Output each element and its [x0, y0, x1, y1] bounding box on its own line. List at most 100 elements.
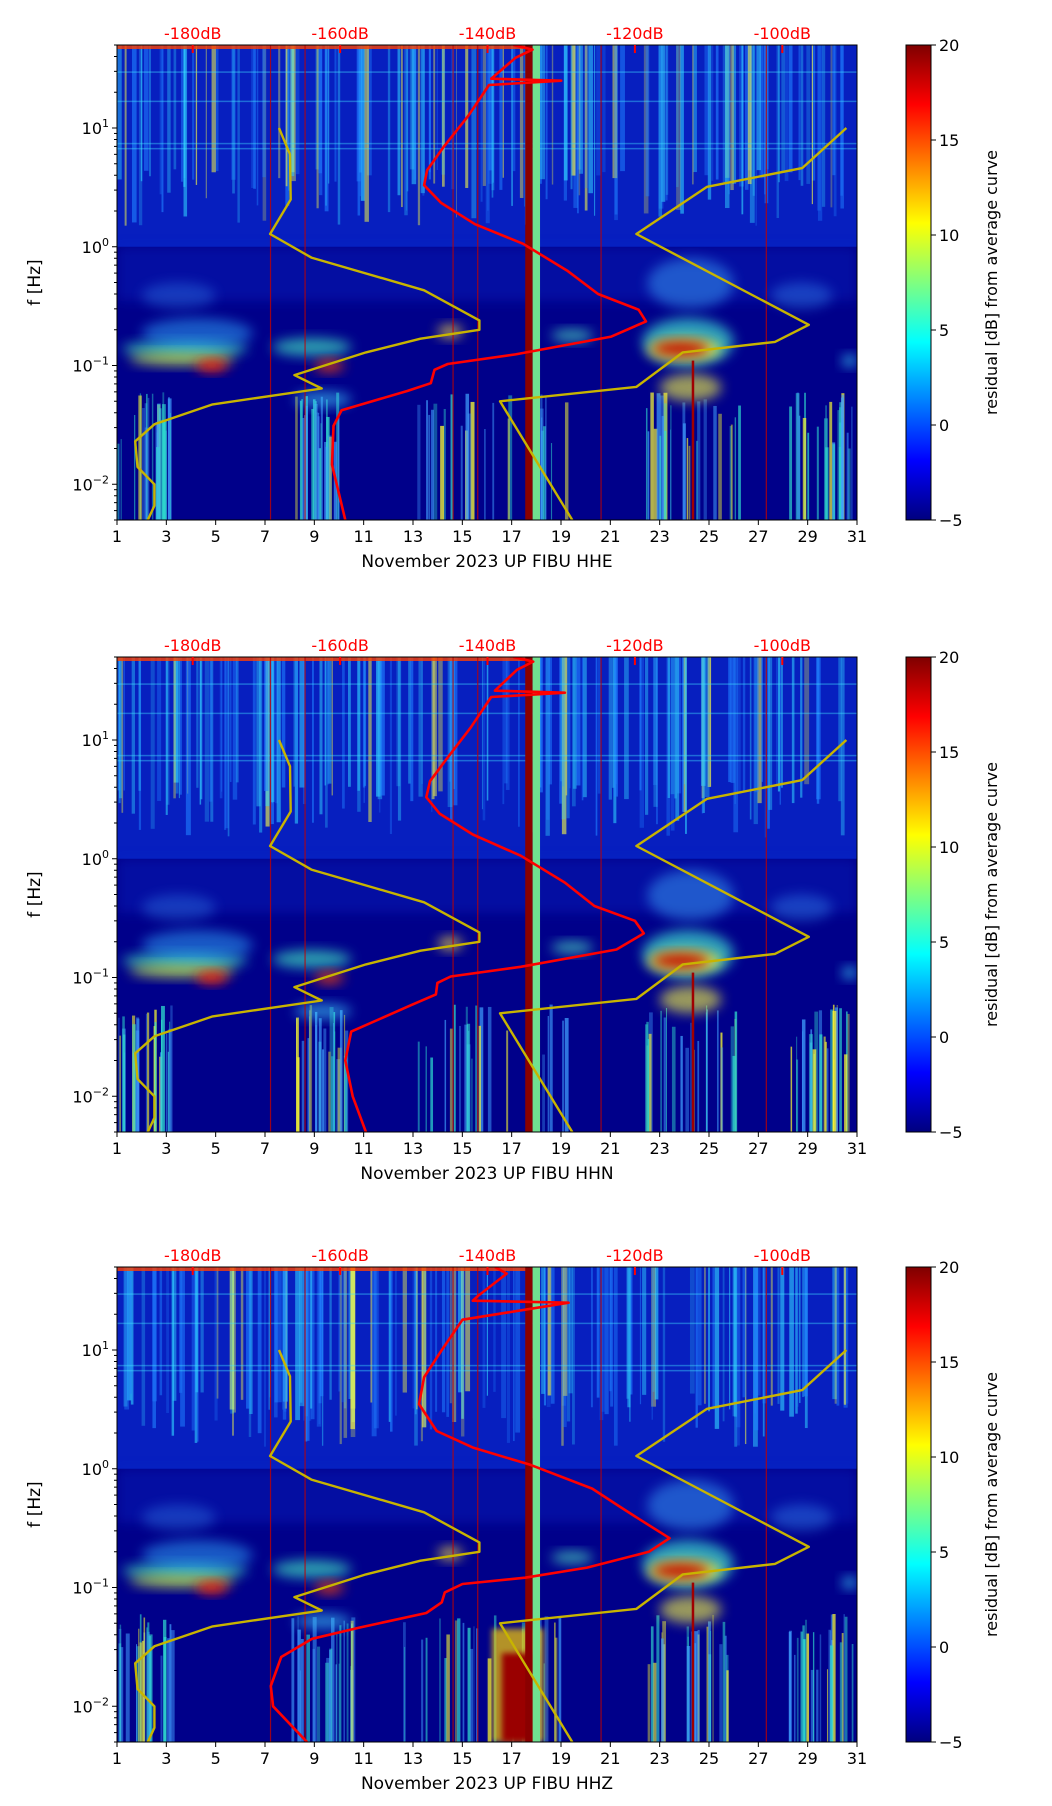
x-axis-label: November 2023 UP FIBU HHN	[360, 1164, 613, 1184]
x-tick-label: 31	[847, 1749, 867, 1768]
x-tick-label: 19	[551, 527, 571, 546]
y-tick-label: 101	[82, 1339, 109, 1360]
spectrogram-heatmap	[117, 657, 857, 1132]
y-tick-label: 10−1	[72, 1577, 109, 1598]
x-tick-label: 5	[211, 1139, 221, 1158]
x-tick-label: 29	[797, 1139, 817, 1158]
colorbar-tick-label: 10	[939, 226, 959, 245]
gap-column	[532, 657, 541, 1132]
db-tick-label: -140dB	[459, 1246, 516, 1265]
x-tick-label: 15	[452, 1139, 472, 1158]
x-tick-label: 21	[600, 1749, 620, 1768]
y-tick-label: 10−2	[72, 1085, 109, 1106]
y-tick-label: 10−1	[72, 967, 109, 988]
colorbar-gradient	[905, 656, 932, 1133]
colorbar-tick-label: 15	[939, 1353, 959, 1372]
x-tick-label: 9	[309, 1139, 319, 1158]
colorbar-tick-label: 10	[939, 1448, 959, 1467]
db-tick-label: -180dB	[164, 636, 221, 655]
average-PSD-line	[343, 657, 646, 1132]
colorbar-tick-label: 0	[939, 1638, 949, 1657]
db-tick-label: -140dB	[459, 24, 516, 43]
y-tick-label: 10−2	[72, 1695, 109, 1716]
panel-3: 1 3 5 7 9 11 13 15 17 19 21 23 25 27 29 3110110010−110−…	[25, 1246, 1001, 1794]
y-tick-label: 100	[82, 1458, 109, 1479]
colorbar-tick-label: 15	[939, 131, 959, 150]
db-tick-label: -140dB	[459, 636, 516, 655]
colorbar-tick-label: 5	[939, 933, 949, 952]
colorbar-tick-label: 5	[939, 321, 949, 340]
colorbar-tick-label: 5	[939, 1543, 949, 1562]
x-tick-label: 17	[501, 1749, 521, 1768]
x-tick-label: 31	[847, 1139, 867, 1158]
db-tick-label: -180dB	[164, 24, 221, 43]
colorbar: 20 15 10 5 0 −5 residual [dB] from average cur…	[905, 36, 1001, 530]
colorbar-tick-label: −5	[939, 511, 963, 530]
y-axis-label: f [Hz]	[25, 1481, 45, 1527]
x-tick-label: 19	[551, 1139, 571, 1158]
y-tick-label: 100	[82, 236, 109, 257]
db-tick-label: -100dB	[754, 24, 811, 43]
colorbar-tick-label: −5	[939, 1733, 963, 1752]
spectrogram-heatmap	[117, 45, 857, 520]
x-tick-label: 1	[112, 1749, 122, 1768]
x-tick-label: 7	[260, 527, 270, 546]
colorbar: 20 15 10 5 0 −5 residual [dB] from average cur…	[905, 648, 1001, 1142]
y-tick-label: 101	[82, 729, 109, 750]
x-tick-label: 29	[797, 1749, 817, 1768]
x-tick-label: 27	[748, 1749, 768, 1768]
y-axis-label: f [Hz]	[25, 259, 45, 305]
spectrogram-heatmap	[117, 1267, 857, 1742]
x-tick-label: 31	[847, 527, 867, 546]
x-tick-label: 27	[748, 527, 768, 546]
x-tick-label: 21	[600, 1139, 620, 1158]
high-noise-model-line	[498, 127, 848, 520]
low-noise-model-line	[133, 127, 481, 520]
gap-column	[532, 1267, 541, 1742]
x-tick-label: 23	[649, 527, 669, 546]
colorbar-tick-label: 15	[939, 743, 959, 762]
y-tick-label: 10−1	[72, 355, 109, 376]
high-noise-model-line	[498, 1349, 848, 1742]
x-tick-label: 1	[112, 527, 122, 546]
db-tick-label: -100dB	[754, 1246, 811, 1265]
x-tick-label: 7	[260, 1749, 270, 1768]
colorbar-tick-label: 20	[939, 1258, 959, 1277]
average-PSD-line	[269, 1267, 671, 1742]
colorbar-gradient	[905, 1266, 932, 1743]
panel-1: 1 3 5 7 9 11 13 15 17 19 21 23 25 27 29 3110110010−110−…	[25, 24, 1001, 572]
x-tick-label: 1	[112, 1139, 122, 1158]
db-tick-label: -160dB	[311, 636, 368, 655]
colorbar-tick-label: −5	[939, 1123, 963, 1142]
x-tick-label: 9	[309, 527, 319, 546]
gap-column	[525, 1267, 533, 1742]
x-tick-label: 13	[403, 1139, 423, 1158]
x-tick-label: 11	[353, 1749, 373, 1768]
x-axis-label: November 2023 UP FIBU HHE	[361, 552, 612, 572]
x-tick-label: 29	[797, 527, 817, 546]
x-tick-label: 5	[211, 527, 221, 546]
db-tick-label: -160dB	[311, 1246, 368, 1265]
x-tick-label: 3	[161, 1749, 171, 1768]
x-tick-label: 9	[309, 1749, 319, 1768]
x-tick-label: 25	[699, 1749, 719, 1768]
x-axis-label: November 2023 UP FIBU HHZ	[361, 1774, 613, 1794]
low-noise-model-line	[133, 1349, 481, 1742]
y-tick-label: 101	[82, 117, 109, 138]
x-tick-label: 17	[501, 1139, 521, 1158]
x-tick-label: 3	[161, 1139, 171, 1158]
colorbar-tick-label: 0	[939, 1028, 949, 1047]
x-tick-label: 3	[161, 527, 171, 546]
x-tick-label: 5	[211, 1749, 221, 1768]
db-tick-label: -120dB	[606, 1246, 663, 1265]
colorbar-label: residual [dB] from average curve	[982, 762, 1001, 1027]
colorbar: 20 15 10 5 0 −5 residual [dB] from average cur…	[905, 1258, 1001, 1752]
gap-column	[525, 45, 533, 520]
colorbar-label: residual [dB] from average curve	[982, 150, 1001, 415]
colorbar-tick-label: 10	[939, 838, 959, 857]
gap-column	[532, 45, 541, 520]
high-noise-model-line	[498, 739, 848, 1132]
x-tick-label: 21	[600, 527, 620, 546]
x-tick-label: 17	[501, 527, 521, 546]
low-noise-model-line	[133, 739, 481, 1132]
